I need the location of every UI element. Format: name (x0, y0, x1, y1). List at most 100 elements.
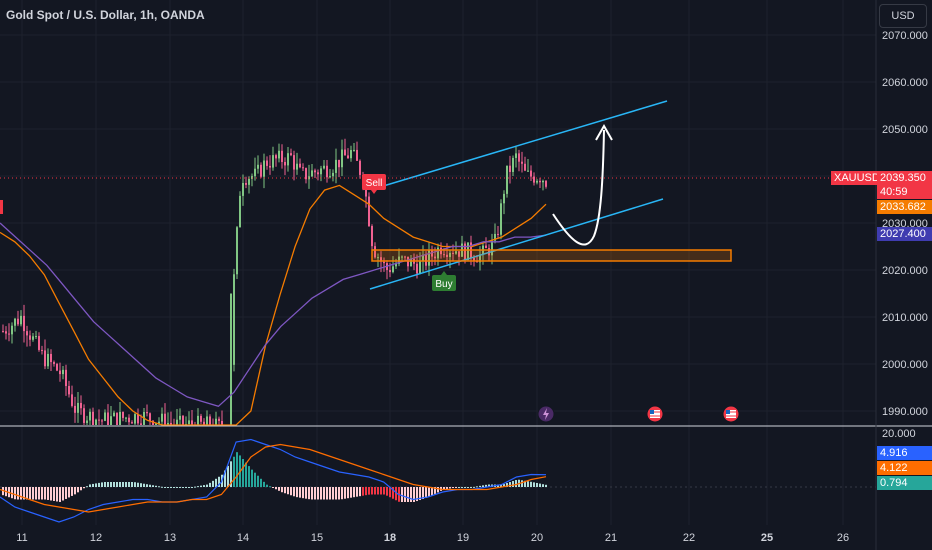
macd-histogram-bar (161, 486, 163, 488)
macd-histogram-bar (488, 484, 490, 487)
candle-body (245, 183, 247, 185)
candle-body (527, 170, 529, 172)
arrow-head (595, 123, 613, 141)
macd-histogram-bar (323, 487, 325, 500)
candle-body (317, 172, 319, 175)
macd-histogram-bar (200, 485, 202, 487)
macd-histogram-bar (461, 487, 463, 488)
channel-upper-line (379, 100, 668, 188)
macd-histogram-bar (110, 482, 112, 487)
macd-histogram-bar (527, 481, 529, 487)
candle-body (401, 256, 403, 258)
buy-tag (432, 275, 456, 291)
support-zone (371, 249, 732, 262)
candle-body (383, 261, 385, 264)
candle-body (101, 420, 103, 422)
macd-histogram-bar (341, 487, 343, 500)
candle-body (182, 415, 184, 425)
buy-tag-pointer (441, 271, 447, 275)
macd-histogram-bar (278, 487, 280, 491)
macd-histogram-bar (473, 486, 475, 488)
candle-body (359, 160, 361, 175)
macd-histogram-bar (44, 487, 46, 500)
flag-glyph (726, 410, 730, 414)
macd-histogram-bar (332, 487, 334, 500)
candle-body (89, 411, 91, 421)
candle-body (8, 333, 10, 335)
candle-body (491, 240, 493, 256)
flag-glyph (726, 410, 736, 418)
candle-body (83, 408, 85, 423)
macd-histogram-bar (479, 485, 481, 487)
candle-body (536, 180, 538, 183)
candle-body (467, 242, 469, 261)
macd-histogram-bar (482, 485, 484, 487)
candle-body (278, 150, 280, 159)
candle-body (17, 318, 19, 325)
macd-histogram-bar (86, 486, 88, 488)
price-tick-label: 1990.000 (882, 406, 928, 418)
candle-body (365, 184, 367, 197)
last-price-label: 2039.350 (880, 172, 926, 184)
candle-body (221, 420, 223, 425)
candle-body (506, 165, 508, 194)
macd-histogram-bar (170, 487, 172, 488)
projection-arrow (552, 129, 605, 246)
macd-histogram-bar (41, 487, 43, 500)
candle-body (515, 153, 517, 158)
macd-histogram-bar (533, 482, 535, 487)
macd-histogram-bar (224, 470, 226, 487)
time-tick-label: 14 (237, 532, 249, 544)
event-icons[interactable] (537, 405, 740, 423)
macd-histogram-bar (281, 487, 283, 493)
candle-body (215, 418, 217, 425)
macd-histogram-bar (245, 462, 247, 487)
time-tick-label: 25 (761, 532, 773, 544)
candle-body (74, 405, 76, 413)
macd-histogram-bar (164, 487, 166, 488)
macd-histogram-bar (95, 483, 97, 487)
macd-histogram-bar (443, 487, 445, 490)
candle-body (302, 167, 304, 169)
candle-body (440, 247, 442, 255)
macd-histogram-bar (356, 487, 358, 497)
macd-histogram-bar (50, 487, 52, 501)
channel-lower-line (369, 198, 664, 290)
purple-ma-value-label: 2027.400 (880, 228, 926, 240)
candle-body (5, 331, 7, 334)
candle-body (95, 419, 97, 425)
macd-histogram-bar (347, 487, 349, 499)
candle-body (50, 353, 52, 363)
candle-body (539, 180, 541, 183)
macd-histogram-bar (23, 487, 25, 500)
macd-histogram-bar (203, 485, 205, 487)
price-tick-label: 2060.000 (882, 77, 928, 89)
candle-body (137, 414, 139, 424)
candle-body (341, 149, 343, 168)
time-tick-label: 22 (683, 532, 695, 544)
macd-histogram-bar (77, 487, 79, 493)
countdown-label: 40:59 (880, 186, 908, 198)
purple-ma-value-label-bg (877, 227, 932, 241)
macd-histogram-bar (299, 487, 301, 498)
candle-body (356, 149, 358, 161)
candle-body (200, 415, 202, 422)
macd-histogram-bar (152, 485, 154, 487)
candle-body (416, 263, 418, 274)
time-tick-label: 13 (164, 532, 176, 544)
macd-histogram-bar (449, 487, 451, 489)
candle-body (455, 251, 457, 254)
macd-histogram-bar (158, 486, 160, 488)
candle-body (452, 252, 454, 254)
macd-histogram-bar (185, 487, 187, 488)
histogram-value-label-bg (877, 476, 932, 490)
price-tick-label: 2070.000 (882, 30, 928, 42)
candle-body (53, 362, 55, 364)
macd-histogram-bar (314, 487, 316, 500)
macd-histogram-bar (266, 484, 268, 487)
macd-histogram-bar (437, 487, 439, 493)
macd-histogram-bar (143, 483, 145, 487)
macd-histogram-bar (458, 487, 460, 488)
currency-button[interactable]: USD (879, 4, 927, 28)
candle-body (20, 315, 22, 325)
